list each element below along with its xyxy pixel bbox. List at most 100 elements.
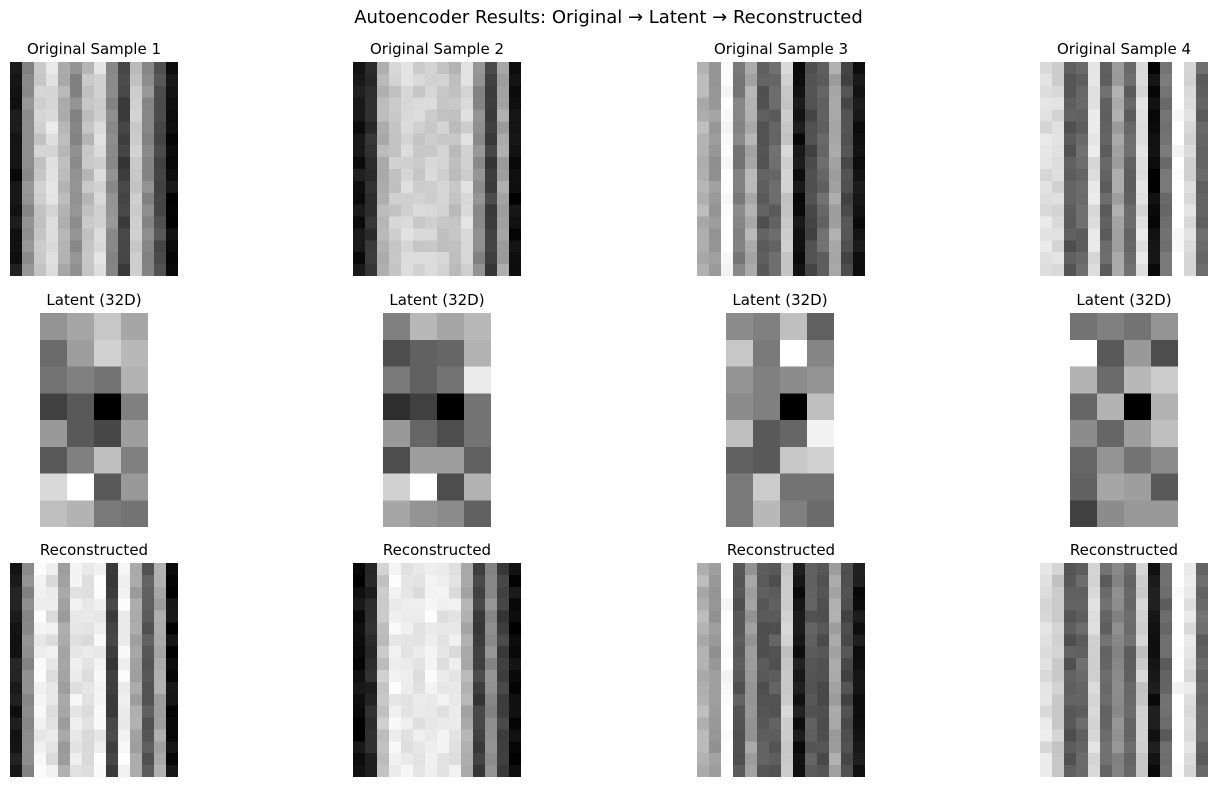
heatmap-cell	[413, 705, 426, 719]
heatmap-cell	[757, 753, 770, 766]
heatmap-cell	[1100, 670, 1113, 683]
heatmap-cell	[829, 705, 842, 719]
heatmap-cell	[793, 145, 806, 158]
heatmap-cell	[461, 228, 474, 241]
heatmap-cell	[805, 598, 818, 612]
heatmap-cell	[1076, 574, 1089, 588]
heatmap-cell	[389, 741, 402, 754]
heatmap-cell	[118, 646, 131, 659]
heatmap-cell	[841, 109, 854, 123]
heatmap-cell	[1148, 574, 1161, 588]
heatmap-cell	[1124, 216, 1137, 230]
heatmap-cell	[853, 216, 865, 230]
heatmap-cell	[829, 121, 842, 134]
heatmap-cell	[1052, 62, 1065, 75]
heatmap-cell	[40, 420, 68, 448]
heatmap-cell	[1124, 393, 1152, 421]
heatmap-cell	[733, 681, 746, 695]
heatmap-cell	[353, 658, 366, 671]
heatmap-cell	[1112, 693, 1125, 707]
heatmap-cell	[58, 240, 71, 253]
heatmap-cell	[769, 646, 782, 659]
heatmap-cell	[1064, 73, 1077, 87]
heatmap-cell	[769, 705, 782, 719]
heatmap-cell	[485, 705, 498, 719]
heatmap-cell	[401, 97, 414, 111]
original-sample-3-heatmap	[697, 62, 865, 276]
heatmap-cell	[1076, 753, 1089, 766]
heatmap-cell	[377, 717, 390, 731]
heatmap-cell	[829, 670, 842, 683]
heatmap-cell	[697, 264, 710, 276]
heatmap-cell	[46, 586, 59, 600]
heatmap-cell	[1196, 753, 1208, 766]
heatmap-cell	[1100, 634, 1113, 647]
heatmap-cell	[449, 705, 462, 719]
heatmap-cell	[745, 753, 758, 766]
heatmap-cell	[709, 658, 722, 671]
heatmap-cell	[82, 586, 95, 600]
heatmap-cell	[709, 598, 722, 612]
heatmap-cell	[22, 73, 35, 87]
heatmap-cell	[377, 109, 390, 123]
heatmap-cell	[497, 169, 510, 182]
heatmap-cell	[497, 765, 510, 777]
heatmap-cell	[166, 62, 178, 75]
heatmap-cell	[82, 145, 95, 158]
heatmap-cell	[449, 121, 462, 134]
heatmap-cell	[793, 610, 806, 624]
heatmap-cell	[769, 658, 782, 671]
heatmap-cell	[793, 693, 806, 707]
heatmap-cell	[769, 228, 782, 241]
heatmap-cell	[841, 228, 854, 241]
latent-sample-4-heatmap	[1070, 313, 1178, 527]
heatmap-cell	[10, 240, 23, 253]
heatmap-cell	[1052, 658, 1065, 671]
heatmap-cell	[130, 765, 143, 777]
heatmap-cell	[10, 228, 23, 241]
heatmap-cell	[425, 622, 438, 635]
heatmap-cell	[365, 145, 378, 158]
heatmap-cell	[389, 622, 402, 635]
heatmap-cell	[829, 753, 842, 766]
heatmap-cell	[1052, 109, 1065, 123]
heatmap-cell	[485, 180, 498, 194]
heatmap-cell	[118, 121, 131, 134]
heatmap-cell	[1040, 681, 1053, 695]
heatmap-cell	[46, 62, 59, 75]
heatmap-cell	[166, 204, 178, 218]
heatmap-cell	[130, 717, 143, 731]
heatmap-cell	[709, 765, 722, 777]
heatmap-cell	[154, 133, 167, 146]
heatmap-cell	[130, 109, 143, 123]
heatmap-cell	[485, 741, 498, 754]
heatmap-cell	[437, 169, 450, 182]
heatmap-cell	[389, 634, 402, 647]
heatmap-cell	[745, 85, 758, 99]
heatmap-cell	[166, 622, 178, 635]
heatmap-cell	[829, 169, 842, 182]
heatmap-cell	[22, 598, 35, 612]
heatmap-cell	[82, 264, 95, 276]
heatmap-cell	[142, 574, 155, 588]
heatmap-cell	[1052, 681, 1065, 695]
heatmap-cell	[82, 729, 95, 742]
heatmap-cell	[166, 180, 178, 194]
heatmap-cell	[353, 216, 366, 230]
heatmap-cell	[82, 765, 95, 777]
heatmap-cell	[437, 765, 450, 777]
heatmap-cell	[1160, 216, 1173, 230]
heatmap-cell	[1184, 563, 1197, 576]
original-sample-2-heatmap	[353, 62, 521, 276]
heatmap-cell	[509, 646, 521, 659]
heatmap-cell	[365, 109, 378, 123]
heatmap-cell	[757, 121, 770, 134]
heatmap-cell	[130, 180, 143, 194]
heatmap-cell	[1124, 240, 1137, 253]
heatmap-cell	[1148, 634, 1161, 647]
heatmap-cell	[449, 97, 462, 111]
heatmap-cell	[1148, 180, 1161, 194]
heatmap-cell	[726, 393, 754, 421]
heatmap-cell	[473, 729, 486, 742]
heatmap-cell	[509, 216, 521, 230]
